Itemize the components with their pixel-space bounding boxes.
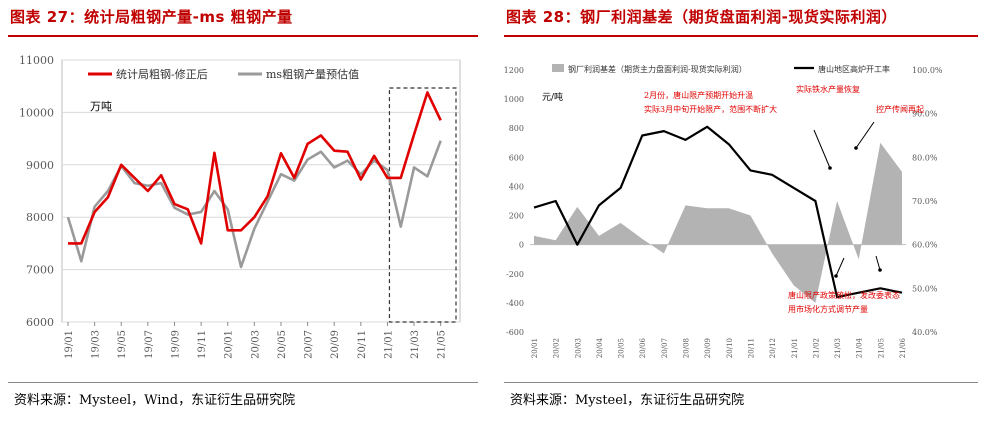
left-x-tick-label: 20/11	[357, 330, 368, 359]
left-y-tick-label: 10000	[19, 106, 54, 119]
left-x-tick-label: 19/11	[197, 330, 208, 359]
right-x-tick-label: 20/02	[553, 338, 561, 358]
right-x-tick-label: 20/11	[747, 338, 755, 358]
left-source-note: 资料来源：Mysteel，Wind，东证衍生品研究院	[14, 393, 296, 408]
right-y-right-tick-label: 60.0%	[912, 241, 938, 250]
left-x-tick-label: 21/05	[437, 330, 448, 359]
right-x-tick-label: 20/08	[683, 338, 691, 358]
right-x-tick-label: 20/03	[574, 338, 582, 358]
right-y-left-tick-label: 400	[509, 182, 524, 191]
left-plot-frame	[61, 59, 461, 323]
right-unit-label: 元/吨	[542, 91, 563, 103]
right-x-tick-label: 20/07	[661, 338, 669, 358]
left-unit-label: 万吨	[90, 100, 112, 113]
right-y-right-tick-label: 80.0%	[912, 153, 938, 162]
right-annotation-arrow	[835, 257, 845, 277]
right-annotation-text: 控产传闻再起	[876, 104, 924, 114]
right-x-tick-label: 20/12	[769, 338, 777, 358]
right-legend-swatch-area	[552, 64, 564, 72]
right-annotation-arrowhead	[834, 274, 838, 278]
right-annotation-arrow	[855, 121, 875, 149]
right-x-tick-label: 20/10	[726, 338, 734, 358]
left-x-tick-label: 19/07	[144, 330, 155, 359]
right-annotation-text: 实际铁水产量恢复	[796, 84, 860, 94]
right-y-left-tick-label: 1200	[504, 66, 524, 75]
right-y-left-tick-label: -200	[506, 270, 524, 279]
right-title-rule	[504, 35, 978, 37]
left-highlight-box	[388, 87, 457, 323]
right-y-right-tick-label: 50.0%	[912, 284, 938, 293]
left-x-tick-label: 20/05	[277, 330, 288, 359]
right-legend-label-area: 钢厂利润基差（期货主力盘面利润-现货实际利润）	[568, 64, 747, 74]
right-x-tick-label: 21/04	[856, 337, 864, 358]
right-y-left-tick-label: 200	[509, 212, 524, 221]
left-x-tick-label: 19/03	[91, 330, 102, 359]
left-y-tick-label: 8000	[26, 211, 54, 224]
right-x-tick-label: 20/09	[704, 338, 712, 358]
left-chart-panel: 图表 27：统计局粗钢产量-ms 粗钢产量 6000 7000 8000 9000 10…	[0, 0, 486, 421]
right-source-note: 资料来源：Mysteel，东证衍生品研究院	[510, 393, 745, 408]
left-x-tick-label: 20/09	[330, 330, 341, 359]
left-series-line	[68, 91, 442, 245]
right-y-left-tick-label: 0	[519, 241, 524, 250]
right-annotation-arrowhead	[828, 166, 832, 170]
left-chart-svg: 6000 7000 8000 9000 10000 11000 19/01 19/03 19/0…	[19, 54, 461, 359]
right-annotation-text: 唐山限产政策放松，发改委表态	[788, 290, 900, 300]
right-y-left-tick-label: -600	[506, 328, 524, 337]
left-x-tick-label: 20/01	[224, 330, 235, 359]
right-annotation-arrowhead	[878, 268, 882, 272]
left-chart-title: 图表 27：统计局粗钢产量-ms 粗钢产量	[10, 8, 293, 26]
right-y-left-tick-label: 1000	[504, 95, 524, 104]
left-x-tick-label: 19/01	[64, 330, 75, 359]
left-y-tick-label: 11000	[19, 54, 54, 67]
left-y-tick-label: 6000	[26, 316, 54, 329]
right-x-tick-label: 20/01	[531, 338, 539, 358]
right-line-series	[533, 125, 903, 299]
left-x-tick-label: 21/01	[383, 330, 394, 359]
right-x-tick-label: 20/04	[596, 337, 604, 358]
left-legend-label: ms粗钢产量预估值	[266, 67, 359, 81]
right-y-right-tick-label: 70.0%	[912, 197, 938, 206]
right-legend-label-line: 唐山地区高炉开工率	[818, 64, 890, 74]
right-annotation-text: 实际3月中旬开始限产，范围不断扩大	[644, 104, 777, 114]
right-annotation-arrow	[813, 129, 831, 169]
right-y-left-tick-label: 800	[509, 124, 524, 133]
right-bottom-rule	[504, 382, 978, 383]
right-x-tick-label: 20/05	[618, 338, 626, 358]
left-series-line	[66, 140, 442, 269]
left-x-tick-label: 19/09	[170, 330, 181, 359]
right-y-right-tick-label: 90.0%	[912, 110, 938, 119]
left-y-tick-label: 7000	[26, 264, 54, 277]
right-y-left-tick-label: 600	[509, 153, 524, 162]
right-chart-panel: 图表 28：钢厂利润基差（期货盘面利润-现货实际利润） -600 -400 -200…	[496, 0, 986, 421]
right-annotation-text: 2月份，唐山限产预期开始升温	[644, 90, 753, 100]
left-legend-label: 统计局粗钢-修正后	[116, 67, 208, 81]
right-y-right-tick-label: 100.0%	[912, 66, 943, 75]
left-bottom-rule	[8, 382, 478, 383]
right-x-tick-label: 21/01	[791, 338, 799, 358]
right-chart-title: 图表 28：钢厂利润基差（期货盘面利润-现货实际利润）	[506, 8, 897, 26]
right-chart-svg: -600 -400 -200 0 200 400 600 800 1000 1200 40.0% 50…	[504, 64, 943, 358]
left-x-tick-label: 20/07	[304, 330, 315, 359]
right-x-tick-label: 21/03	[834, 338, 842, 358]
right-x-tick-label: 21/06	[899, 337, 907, 358]
left-x-tick-label: 21/03	[410, 330, 421, 359]
left-y-tick-label: 9000	[26, 159, 54, 172]
right-annotation-arrowhead	[854, 146, 858, 150]
right-x-tick-label: 21/05	[877, 338, 885, 358]
right-annotation-text: 用市场化方式调节产量	[788, 304, 868, 314]
right-x-tick-label: 21/02	[812, 338, 820, 358]
right-y-left-tick-label: -400	[506, 299, 524, 308]
right-y-right-tick-label: 40.0%	[912, 328, 938, 337]
right-area-series	[534, 142, 902, 303]
left-x-tick-label: 20/03	[250, 330, 261, 359]
right-annotation-arrow	[875, 255, 881, 271]
right-x-tick-label: 20/06	[639, 337, 647, 358]
left-title-rule	[8, 35, 478, 37]
left-x-tick-label: 19/05	[117, 330, 128, 359]
